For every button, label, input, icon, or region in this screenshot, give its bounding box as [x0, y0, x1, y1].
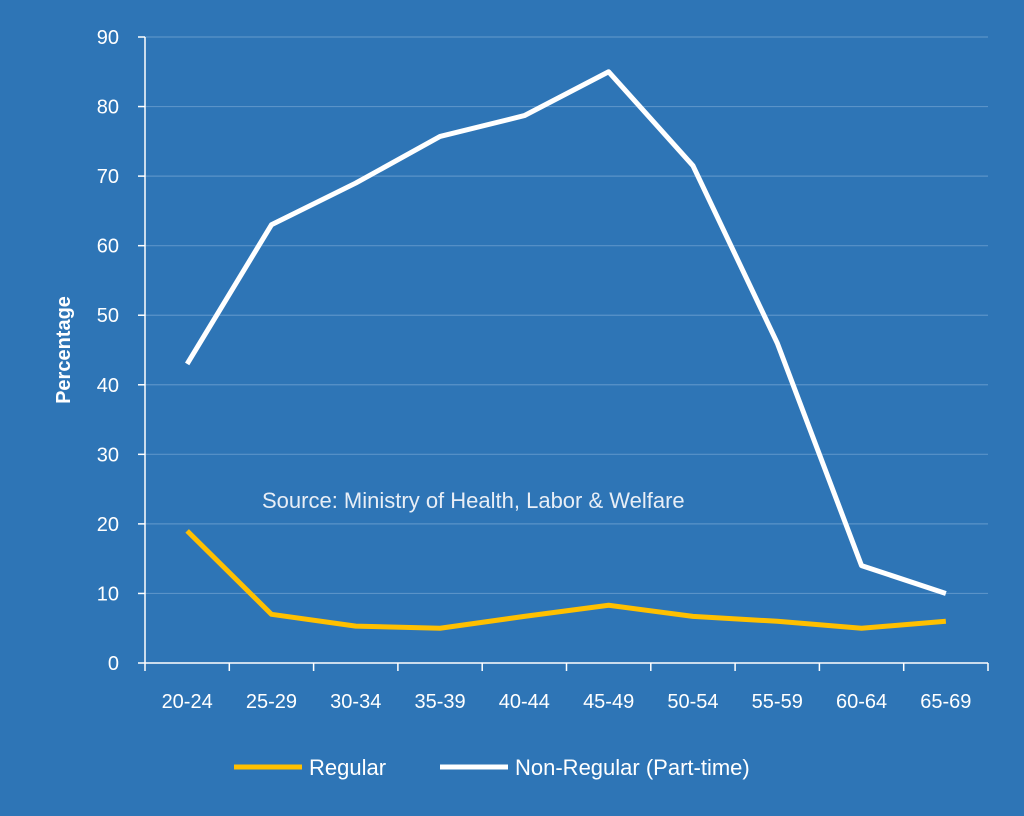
- x-tick-label: 55-59: [752, 691, 803, 713]
- y-tick-label: 0: [108, 653, 119, 675]
- axes: [138, 36, 989, 671]
- y-tick-label: 20: [97, 514, 119, 536]
- x-tick-label: 45-49: [583, 691, 634, 713]
- y-tick-label: 90: [97, 27, 119, 49]
- gridlines: [145, 36, 988, 595]
- x-tick-label: 20-24: [162, 691, 213, 713]
- y-tick-label: 50: [97, 305, 119, 327]
- y-axis-title: Percentage: [53, 296, 75, 404]
- legend-item: Non-Regular (Part-time): [440, 755, 750, 780]
- y-tick-label: 60: [97, 236, 119, 258]
- y-tick-label: 80: [97, 97, 119, 119]
- y-tick-label: 30: [97, 444, 119, 466]
- x-tick-label: 40-44: [499, 691, 550, 713]
- series-line-regular: [185, 529, 947, 631]
- x-tick-label: 60-64: [836, 691, 887, 713]
- x-tick-label: 50-54: [667, 691, 718, 713]
- legend: Regular Non-Regular (Part-time): [234, 755, 750, 780]
- legend-label: Non-Regular (Part-time): [515, 755, 750, 780]
- legend-label: Regular: [309, 755, 386, 780]
- x-tick-label: 35-39: [414, 691, 465, 713]
- series-lines: [185, 69, 947, 631]
- x-tick-label: 25-29: [246, 691, 297, 713]
- y-tick-label: 70: [97, 166, 119, 188]
- source-annotation: Source: Ministry of Health, Labor & Welf…: [262, 488, 685, 513]
- x-tick-label: 30-34: [330, 691, 381, 713]
- y-tick-label: 10: [97, 583, 119, 605]
- legend-item: Regular: [234, 755, 386, 780]
- series-line-non-regular: [185, 69, 947, 596]
- x-tick-label: 65-69: [920, 691, 971, 713]
- x-tick-labels: 20-24 25-29 30-34 35-39 40-44 45-49 50-54 55-59…: [162, 691, 972, 713]
- y-tick-label: 40: [97, 375, 119, 397]
- y-tick-labels: 0 10 20 30 40 50 60 70 80 90: [97, 27, 119, 675]
